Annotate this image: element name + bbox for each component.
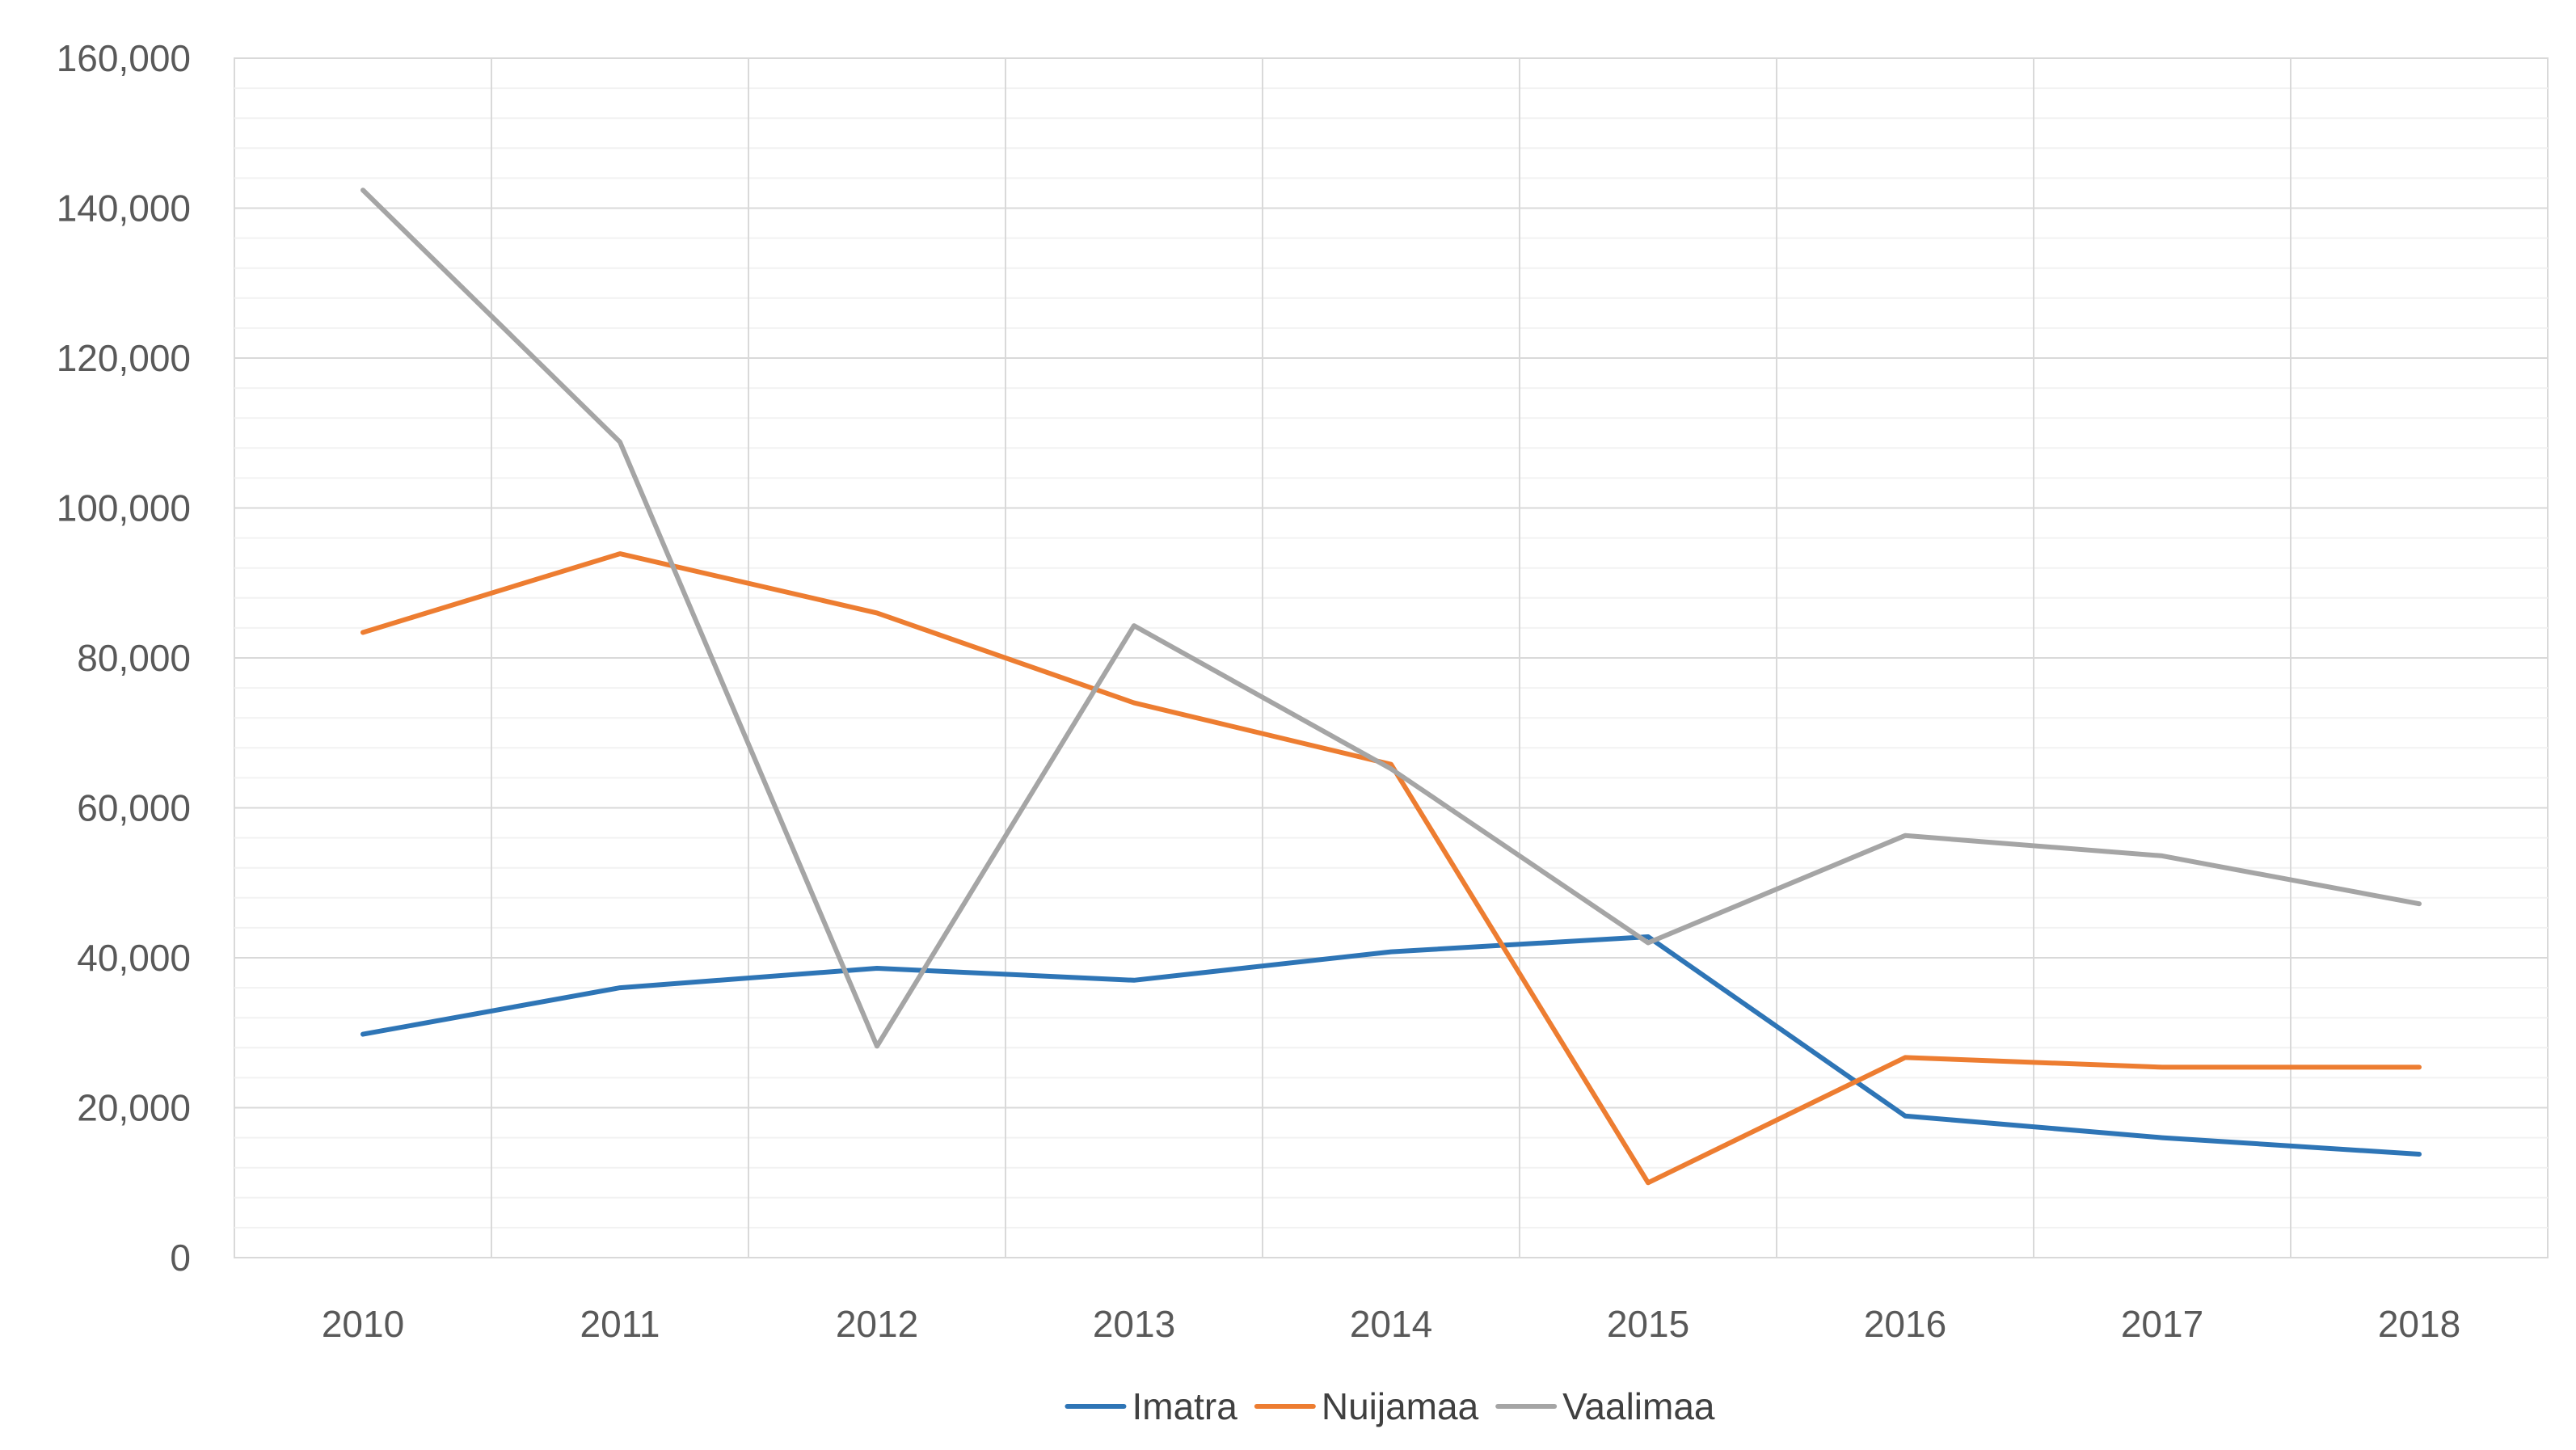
- series-lines: [360, 188, 2422, 1186]
- y-tick-label: 120,000: [57, 337, 191, 379]
- x-tick-label: 2016: [1864, 1303, 1946, 1345]
- legend-item-vaalimaa: Vaalimaa: [1495, 1385, 1715, 1427]
- x-tick-label: 2010: [322, 1303, 404, 1345]
- x-tick-label: 2017: [2121, 1303, 2203, 1345]
- minor-gridlines: [234, 87, 2548, 1229]
- major-gridlines: [234, 57, 2548, 1258]
- legend-label: Nuijamaa: [1322, 1385, 1479, 1427]
- legend-label: Vaalimaa: [1562, 1385, 1715, 1427]
- y-tick-label: 140,000: [57, 188, 191, 230]
- y-tick-label: 160,000: [57, 37, 191, 79]
- y-axis-tick-labels: 0 20,000 40,000 60,000 80,000 100,000 120,000 1…: [57, 37, 191, 1279]
- x-tick-label: 2012: [836, 1303, 918, 1345]
- y-tick-label: 100,000: [57, 487, 191, 529]
- legend: Imatra Nuijamaa Vaalimaa: [1065, 1385, 1715, 1427]
- y-tick-label: 60,000: [77, 787, 191, 829]
- series-line-nuijamaa: [360, 551, 2422, 1186]
- x-tick-label: 2018: [2378, 1303, 2460, 1345]
- y-tick-label: 40,000: [77, 937, 191, 979]
- x-tick-label: 2013: [1093, 1303, 1175, 1345]
- x-tick-label: 2015: [1607, 1303, 1689, 1345]
- y-tick-label: 20,000: [77, 1087, 191, 1129]
- series-line-vaalimaa: [360, 188, 2422, 1049]
- series-line-imatra: [360, 934, 2422, 1157]
- y-tick-label: 0: [170, 1237, 191, 1279]
- x-tick-label: 2011: [580, 1303, 660, 1345]
- y-tick-label: 80,000: [77, 637, 191, 679]
- legend-item-imatra: Imatra: [1065, 1385, 1237, 1427]
- legend-label: Imatra: [1132, 1385, 1237, 1427]
- x-tick-label: 2014: [1350, 1303, 1432, 1345]
- legend-item-nuijamaa: Nuijamaa: [1254, 1385, 1479, 1427]
- x-axis-tick-labels: 2010 2011 2012 2013 2014 2015 2016 2017 2018: [322, 1303, 2460, 1345]
